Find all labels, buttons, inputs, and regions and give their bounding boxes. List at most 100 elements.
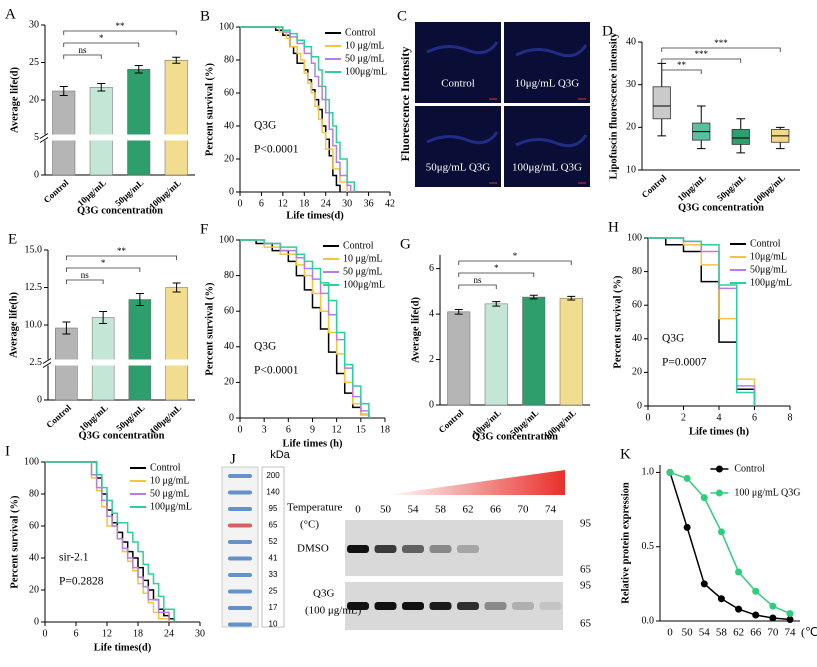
y-tick-label: 40 xyxy=(632,333,642,344)
x-tick-label: 18 xyxy=(299,198,309,209)
temperature-value: 74 xyxy=(545,504,557,516)
y-tick-label: 0 xyxy=(34,169,39,180)
x-axis-title: Q3G concentration xyxy=(78,430,164,441)
y-tick-label: 12.5 xyxy=(25,282,43,293)
micrograph-label: 50μg/mL Q3G xyxy=(426,162,491,174)
y-tick-label: 80 xyxy=(632,266,642,277)
y-axis-title: Percent survival (%) xyxy=(204,282,215,376)
y-tick-label: 100 xyxy=(627,232,642,243)
x-tick-label: 4 xyxy=(717,412,722,423)
temperature-value: 0 xyxy=(355,504,361,516)
x-tick-label: 15 xyxy=(356,424,366,435)
blot-band xyxy=(402,602,424,610)
error-bar xyxy=(529,294,538,300)
x-tick-label: 74 xyxy=(785,627,797,639)
y-axis-title: Average life(d) xyxy=(9,67,20,133)
significance-bracket xyxy=(65,267,141,272)
legend-label: 100μg/mL xyxy=(343,279,385,290)
row-label: Q3G xyxy=(313,588,334,600)
x-tick-label: 36 xyxy=(364,198,374,209)
significance-label: * xyxy=(513,251,518,261)
survival-curve xyxy=(240,239,370,418)
bar xyxy=(484,303,508,406)
significance-bracket xyxy=(63,42,140,47)
y-tick-label: 0 xyxy=(429,399,434,410)
x-tick-label: 70 xyxy=(767,627,779,639)
x-tick-label: 0 xyxy=(667,627,673,639)
x-tick-label: 42 xyxy=(385,198,395,209)
survival-curve xyxy=(240,239,370,418)
line-point xyxy=(735,568,743,576)
blot-band xyxy=(512,602,534,610)
x-tick-label: 24 xyxy=(164,628,174,639)
ladder-band xyxy=(228,523,252,528)
ladder-band xyxy=(228,622,252,627)
significance-bracket xyxy=(661,47,781,52)
significance-label: ** xyxy=(117,246,127,256)
line-point xyxy=(717,528,725,536)
legend-marker xyxy=(715,489,723,497)
y-tick-label: 5 xyxy=(34,132,39,143)
x-axis-title: Life times (h) xyxy=(689,426,750,437)
panel-label: E xyxy=(8,231,17,247)
x-axis-title: Life times(d) xyxy=(94,642,152,653)
y-tick-label: 0 xyxy=(229,186,234,197)
temperature-gradient xyxy=(385,470,565,495)
line-point xyxy=(786,610,794,618)
y-tick-label: 80 xyxy=(29,488,39,499)
legend-label: Control xyxy=(150,462,181,473)
error-bar xyxy=(62,321,71,335)
y-tick-label: 20 xyxy=(224,377,234,388)
significance-label: ** xyxy=(677,60,687,70)
panel-label: C xyxy=(397,8,407,24)
worm-signal xyxy=(515,44,588,58)
legend-label: 100μg/mL xyxy=(750,277,792,288)
survival-curve xyxy=(45,461,170,622)
line-series xyxy=(669,471,791,615)
axis-break xyxy=(42,359,195,366)
ladder-label: 33 xyxy=(269,570,278,579)
blot-band xyxy=(457,602,479,610)
significance-bracket xyxy=(661,69,702,74)
worm-signal xyxy=(515,134,588,148)
y-tick-label: 0 xyxy=(34,616,39,627)
line-point xyxy=(717,595,725,603)
y-tick-label: 30 xyxy=(29,19,39,30)
y-axis-title: Percent survival (%) xyxy=(612,275,623,369)
legend-label: 100 μg/mL Q3G xyxy=(734,487,800,498)
y-axis-title: Percent survival (%) xyxy=(9,495,20,589)
y-tick-label: 2 xyxy=(429,354,434,365)
survival-curve xyxy=(648,237,756,406)
axis-break-mark xyxy=(39,133,49,143)
ladder-band xyxy=(228,573,252,577)
ladder-label: 140 xyxy=(266,488,280,497)
temperature-unit: (°C) xyxy=(300,519,319,531)
legend-label: Control xyxy=(734,463,765,474)
ladder-band xyxy=(228,556,252,561)
annotation: P=0.0007 xyxy=(662,356,707,368)
bar xyxy=(128,299,152,401)
y-tick-label: 100 xyxy=(24,456,39,467)
size-marker: 65 xyxy=(580,618,592,630)
micrograph-label: 100μg/mL Q3G xyxy=(512,162,582,174)
x-tick-label: 12 xyxy=(102,628,112,639)
worm-signal xyxy=(426,131,499,145)
legend-label: 50 μg/mL xyxy=(345,53,385,64)
y-tick-label: 60 xyxy=(224,87,234,98)
ladder-label: 25 xyxy=(269,587,278,596)
temperature-value: 50 xyxy=(380,504,392,516)
blot-band xyxy=(374,602,397,610)
y-tick-label: 80 xyxy=(224,54,234,65)
legend-label: 10 μg/mL xyxy=(150,475,190,486)
annotation: P=0.2828 xyxy=(59,576,104,588)
x-tick-label: 58 xyxy=(716,627,728,639)
temperature-value: 62 xyxy=(463,504,474,516)
panel-label: F xyxy=(200,221,208,237)
x-tick-label: 0 xyxy=(238,198,243,209)
x-tick-label: 12 xyxy=(278,198,288,209)
x-tick-label: 50 xyxy=(682,627,694,639)
blot-band xyxy=(457,545,479,553)
x-tick-label: 6 xyxy=(74,628,79,639)
y-tick-label: 4 xyxy=(429,308,434,319)
